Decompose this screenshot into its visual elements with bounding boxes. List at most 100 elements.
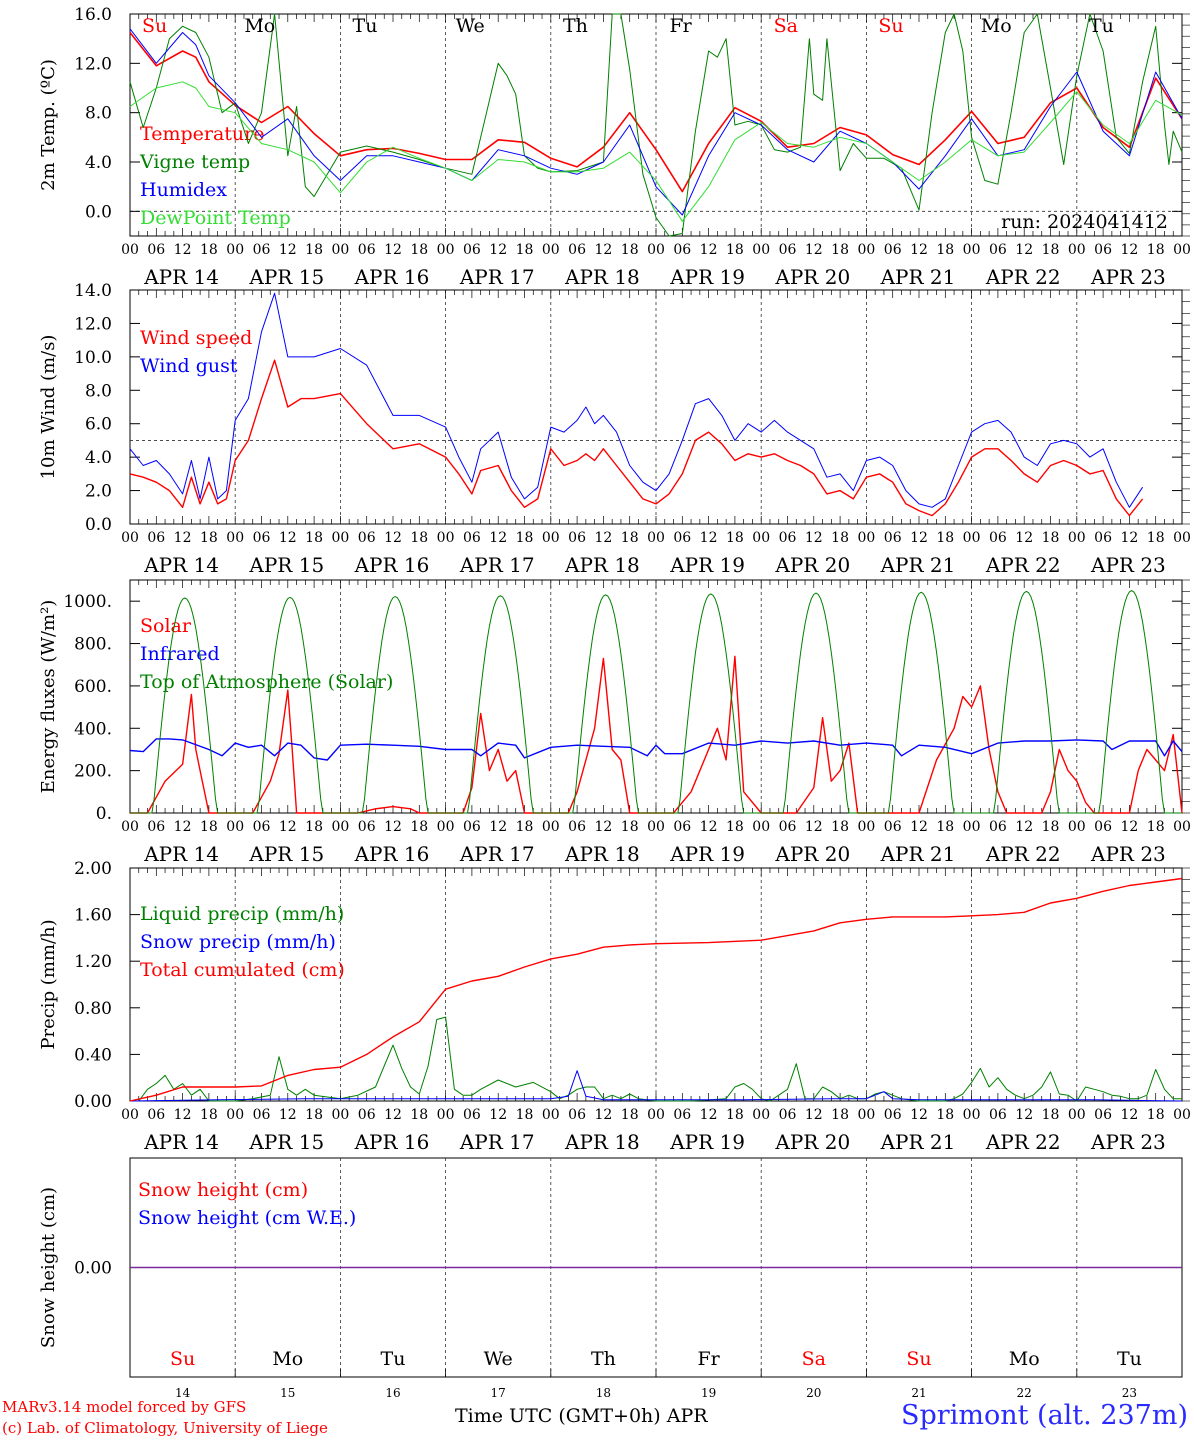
hour-tick-label: 06 [1094,1107,1112,1123]
legend-entry: Temperature [140,123,264,145]
hour-tick-label: 00 [963,242,981,258]
hour-tick-label: 00 [752,530,770,546]
legend-entry: Solar [140,615,192,637]
hour-tick-label: 12 [910,819,928,835]
date-label: APR 22 [985,265,1061,289]
hour-tick-label: 18 [726,1107,744,1123]
date-label: APR 20 [774,265,850,289]
hour-tick-label: 00 [1173,1107,1191,1123]
hour-tick-label: 18 [305,530,323,546]
legend-entry: Snow precip (mm/h) [140,931,336,953]
date-label: APR 17 [459,265,535,289]
hour-tick-label: 00 [647,1107,665,1123]
hour-tick-label: 12 [384,242,402,258]
hour-tick-label: 18 [200,242,218,258]
day-name-bottom: Su [906,1348,931,1370]
hour-tick-label: 00 [752,819,770,835]
hour-tick-label: 00 [647,819,665,835]
y-tick-label: 8.0 [85,381,112,401]
hour-tick-label: 12 [1015,530,1033,546]
hour-tick-label: 06 [779,530,797,546]
date-label: APR 19 [669,553,745,577]
day-name-bottom: Mo [1009,1348,1040,1370]
hour-tick-label: 00 [857,530,875,546]
hour-tick-label: 00 [542,242,560,258]
date-label: APR 15 [248,265,324,289]
hour-tick-label: 00 [121,819,139,835]
date-label: APR 22 [985,842,1061,866]
hour-tick-label: 06 [1094,242,1112,258]
hour-tick-label: 18 [410,530,428,546]
y-tick-label: 12.0 [74,54,112,74]
hour-tick-label: 12 [805,242,823,258]
y-tick-label: 400. [74,719,112,739]
hour-tick-label: 00 [542,819,560,835]
hour-tick-label: 00 [857,1107,875,1123]
hour-tick-label: 12 [174,242,192,258]
hour-tick-label: 06 [253,1107,271,1123]
hour-tick-label: 06 [253,819,271,835]
y-tick-label: 0. [96,804,112,824]
y-tick-label: 600. [74,677,112,697]
series-line-temperature-3 [129,81,1183,222]
hour-tick-label: 12 [279,530,297,546]
hour-tick-label: 06 [147,1107,165,1123]
hour-tick-label: 00 [857,819,875,835]
hour-tick-label: 00 [331,819,349,835]
date-label: APR 23 [1090,842,1166,866]
hour-tick-label: 00 [1173,242,1191,258]
hour-tick-label: 18 [410,1107,428,1123]
hour-tick-label: 18 [726,530,744,546]
date-label: APR 17 [459,1130,535,1154]
hour-tick-label: 06 [779,819,797,835]
y-tick-label: 0.0 [85,515,112,535]
date-label: APR 19 [669,265,745,289]
hour-tick-label: 00 [331,242,349,258]
hour-tick-label: 06 [989,819,1007,835]
hour-tick-label: 00 [331,1107,349,1123]
series-line-temperature-1 [129,13,1183,237]
date-label: APR 16 [354,553,430,577]
hour-tick-label: 00 [331,530,349,546]
day-name-bottom: Tu [381,1348,406,1370]
hour-tick-label: 18 [1042,819,1060,835]
hour-tick-label: 00 [752,1107,770,1123]
hour-tick-label: 00 [647,530,665,546]
hour-tick-label: 06 [884,819,902,835]
day-name-bottom: We [484,1348,513,1370]
hour-tick-label: 18 [410,242,428,258]
day-number: 16 [385,1386,400,1400]
hour-tick-label: 18 [936,819,954,835]
date-label: APR 23 [1090,265,1166,289]
hour-tick-label: 06 [463,242,481,258]
day-name-bottom: Su [170,1348,195,1370]
hour-tick-label: 12 [594,819,612,835]
y-tick-label: 0.40 [74,1045,112,1065]
y-axis-title-energy: Energy fluxes (W/m²) [38,600,59,794]
day-name-top: Th [563,15,588,37]
date-label: APR 15 [248,842,324,866]
hour-tick-label: 12 [700,819,718,835]
hour-tick-label: 18 [831,819,849,835]
hour-tick-label: 12 [384,1107,402,1123]
hour-tick-label: 12 [910,1107,928,1123]
hour-tick-label: 18 [1147,1107,1165,1123]
legend-entry: Snow height (cm W.E.) [138,1207,356,1229]
y-axis-title-precip: Precip (mm/h) [38,919,59,1049]
hour-tick-label: 00 [437,819,455,835]
hour-tick-label: 18 [936,1107,954,1123]
hour-tick-label: 00 [121,1107,139,1123]
date-label: APR 18 [564,265,640,289]
hour-tick-label: 12 [700,1107,718,1123]
day-name-top: Tu [1089,15,1114,37]
hour-tick-label: 18 [516,530,534,546]
hour-tick-label: 12 [174,819,192,835]
series-line-precip-1 [129,1070,1183,1102]
legend-entry: Top of Atmosphere (Solar) [140,671,393,693]
hour-tick-label: 00 [226,242,244,258]
day-name-bottom: Sa [802,1348,826,1370]
hour-tick-label: 00 [1068,530,1086,546]
legend-entry: Total cumulated (cm) [140,959,345,981]
y-tick-label: 2.00 [74,859,112,879]
hour-tick-label: 18 [1147,819,1165,835]
